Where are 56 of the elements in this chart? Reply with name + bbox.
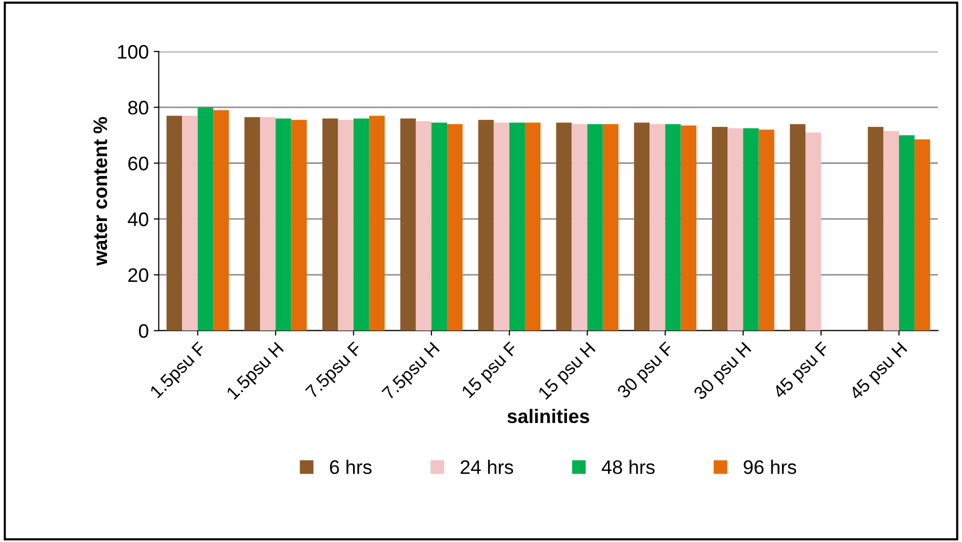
x-axis-title: salinities xyxy=(507,408,590,424)
bar xyxy=(868,126,884,331)
y-tick-label: 100 xyxy=(118,44,148,59)
bar xyxy=(883,131,899,331)
bar xyxy=(914,139,930,331)
x-tick-label: 15 psu H xyxy=(538,342,598,402)
bar xyxy=(291,120,307,331)
y-tick-label: 0 xyxy=(138,324,148,338)
bar xyxy=(400,118,416,331)
bar xyxy=(665,124,681,331)
legend-label: 6 hrs xyxy=(330,460,372,474)
bar xyxy=(898,135,915,331)
bar xyxy=(338,120,354,331)
bar xyxy=(369,116,385,331)
y-axis-title: water content % xyxy=(93,117,108,266)
bar xyxy=(712,126,728,331)
bar xyxy=(602,124,618,331)
y-tick-label: 60 xyxy=(128,156,148,170)
y-tick-label: 20 xyxy=(128,268,148,282)
bar xyxy=(416,121,432,331)
bar xyxy=(198,107,214,331)
bar xyxy=(354,118,370,331)
legend-label: 24 hrs xyxy=(460,460,514,474)
bar xyxy=(728,128,744,331)
bar xyxy=(431,122,448,331)
bar xyxy=(587,124,603,331)
y-tick-label: 40 xyxy=(128,212,148,226)
y-tick-label: 80 xyxy=(128,100,148,115)
legend-label: 48 hrs xyxy=(602,460,655,474)
bar xyxy=(276,118,292,331)
bar xyxy=(805,132,822,331)
bar xyxy=(680,125,696,331)
x-tick-label: 30 psu H xyxy=(692,342,754,403)
bar xyxy=(556,122,572,331)
bar xyxy=(494,122,510,331)
bar xyxy=(650,124,666,331)
bar xyxy=(572,124,588,331)
bar xyxy=(166,116,182,331)
bar xyxy=(790,124,806,331)
bar xyxy=(213,110,229,331)
bar xyxy=(478,120,494,331)
bar xyxy=(524,122,541,331)
x-tick-label: 30 psu F xyxy=(616,341,677,402)
bar xyxy=(244,117,260,331)
legend-label: 96 hrs xyxy=(744,460,796,474)
bar xyxy=(260,117,276,331)
x-tick-label: 45 psu H xyxy=(848,342,910,404)
bar xyxy=(182,116,198,331)
x-tick-label: 15 psu F xyxy=(461,341,521,401)
bar xyxy=(447,124,463,331)
bar xyxy=(322,118,338,331)
bar xyxy=(758,130,774,331)
x-tick-label: 45 psu F xyxy=(772,341,832,402)
bar xyxy=(743,128,759,331)
bar xyxy=(634,122,650,331)
bar xyxy=(509,122,525,331)
